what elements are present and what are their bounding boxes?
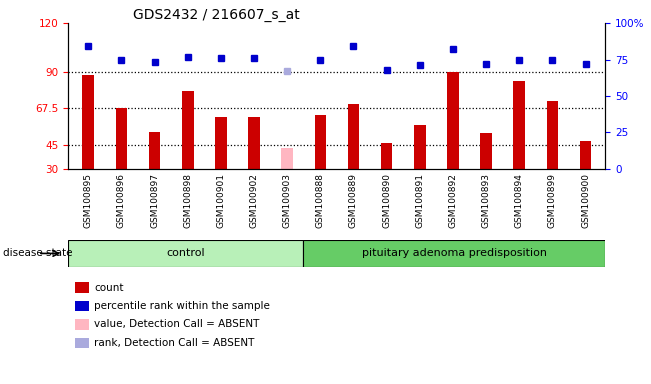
Text: GSM100890: GSM100890	[382, 173, 391, 228]
Text: GSM100893: GSM100893	[482, 173, 491, 228]
Text: control: control	[167, 248, 205, 258]
Text: GSM100900: GSM100900	[581, 173, 590, 228]
Text: GSM100899: GSM100899	[548, 173, 557, 228]
Text: GSM100888: GSM100888	[316, 173, 325, 228]
Text: pituitary adenoma predisposition: pituitary adenoma predisposition	[362, 248, 547, 258]
Bar	[547, 101, 558, 169]
Bar	[348, 104, 359, 169]
Bar	[514, 81, 525, 169]
Text: GSM100895: GSM100895	[84, 173, 92, 228]
Text: GSM100902: GSM100902	[249, 173, 258, 228]
Bar	[215, 117, 227, 169]
Bar	[148, 132, 160, 169]
Bar	[480, 133, 492, 169]
Text: value, Detection Call = ABSENT: value, Detection Call = ABSENT	[94, 319, 260, 329]
Text: GSM100891: GSM100891	[415, 173, 424, 228]
Text: GSM100894: GSM100894	[515, 173, 524, 228]
Text: GSM100889: GSM100889	[349, 173, 358, 228]
Text: GSM100898: GSM100898	[183, 173, 192, 228]
Bar	[248, 117, 260, 169]
Bar	[116, 108, 127, 169]
Text: GSM100892: GSM100892	[449, 173, 458, 228]
Text: count: count	[94, 283, 124, 293]
Bar	[281, 148, 293, 169]
Text: rank, Detection Call = ABSENT: rank, Detection Call = ABSENT	[94, 338, 255, 348]
Bar	[83, 75, 94, 169]
Bar	[381, 143, 393, 169]
Bar	[68, 240, 303, 267]
Text: GSM100897: GSM100897	[150, 173, 159, 228]
Text: GSM100903: GSM100903	[283, 173, 292, 228]
Text: GDS2432 / 216607_s_at: GDS2432 / 216607_s_at	[133, 8, 299, 22]
Bar	[314, 116, 326, 169]
Bar	[447, 72, 459, 169]
Bar	[303, 240, 605, 267]
Bar	[182, 91, 193, 169]
Text: GSM100901: GSM100901	[216, 173, 225, 228]
Bar	[414, 125, 426, 169]
Text: GSM100896: GSM100896	[117, 173, 126, 228]
Bar	[580, 141, 591, 169]
Text: disease state: disease state	[3, 248, 73, 258]
Text: percentile rank within the sample: percentile rank within the sample	[94, 301, 270, 311]
